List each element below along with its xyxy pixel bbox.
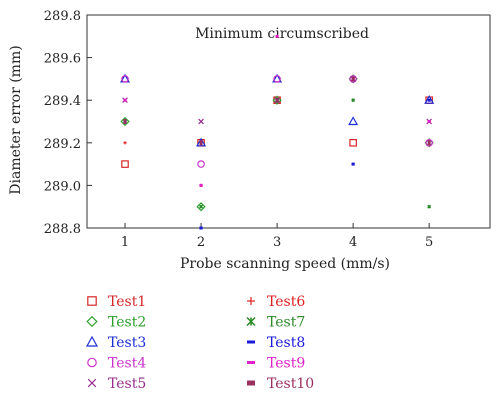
data-point [120, 116, 130, 127]
data-point [121, 75, 129, 83]
legend-label: Test2 [108, 315, 146, 331]
x-tick-label: 4 [349, 235, 357, 250]
legend-marker [247, 297, 255, 305]
data-point [272, 95, 282, 105]
legend-label: Test6 [267, 294, 305, 310]
legend-item: Test4 [87, 356, 146, 372]
legend-marker [247, 340, 255, 344]
y-tick-label: 288.8 [44, 222, 81, 237]
data-point [123, 98, 127, 102]
data-points [119, 34, 435, 230]
data-point [351, 98, 356, 103]
legend-item: Test3 [85, 335, 146, 351]
legend-marker [246, 316, 256, 327]
legend-item: Test2 [86, 315, 146, 331]
x-tick-label: 1 [121, 235, 129, 250]
data-point [348, 116, 359, 126]
chart-title: Minimum circumscribed [195, 26, 369, 42]
data-point [196, 137, 207, 147]
y-tick-label: 289.6 [44, 52, 81, 67]
legend-marker [87, 378, 97, 388]
legend-item: Test10 [247, 376, 314, 392]
data-point [427, 140, 431, 146]
y-axis-label: Diameter error (mm) [8, 45, 24, 194]
legend-marker [87, 357, 97, 368]
data-point [427, 98, 431, 102]
data-point [427, 120, 431, 123]
data-point [275, 34, 279, 38]
data-point [349, 75, 357, 83]
x-tick-label: 3 [273, 235, 281, 250]
legend-item: Test5 [87, 376, 146, 392]
legend-label: Test4 [108, 356, 146, 372]
legend-item: Test1 [87, 294, 146, 310]
data-point [196, 202, 206, 212]
legend-item: Test8 [247, 335, 305, 351]
data-point [427, 204, 432, 209]
y-tick-label: 289.0 [44, 179, 81, 194]
y-tick-label: 289.8 [44, 9, 81, 24]
data-point [351, 162, 355, 166]
y-axis: 288.8 289.0 289.2 289.4 289.6 289.8 [44, 9, 92, 237]
x-tick-label: 2 [197, 235, 205, 250]
x-axis: 1 2 3 4 5 [121, 223, 433, 250]
data-point [275, 97, 279, 103]
legend-marker [87, 296, 97, 306]
legend-label: Test8 [267, 335, 305, 351]
legend-marker [85, 335, 99, 347]
legend-label: Test9 [267, 356, 305, 372]
plot-frame [86, 14, 491, 229]
data-point [425, 139, 433, 147]
legend-marker [247, 380, 255, 386]
data-point [199, 226, 203, 230]
data-point [123, 119, 127, 124]
legend-marker [86, 315, 98, 328]
legend-label: Test5 [108, 376, 146, 392]
x-tick-label: 5 [425, 235, 433, 250]
data-point [123, 141, 127, 145]
data-point [199, 183, 203, 187]
data-point [273, 75, 281, 83]
legend-label: Test3 [108, 335, 146, 351]
data-point [198, 118, 204, 125]
data-point [197, 160, 205, 168]
y-tick-label: 289.4 [44, 94, 81, 109]
data-point [351, 76, 355, 82]
data-point [199, 204, 204, 209]
legend-item: Test7 [246, 315, 305, 331]
legend-label: Test7 [267, 315, 305, 331]
data-point [121, 160, 129, 168]
legend-label: Test1 [108, 294, 146, 310]
x-axis-label: Probe scanning speed (mm/s) [180, 256, 390, 272]
legend-item: Test9 [247, 356, 305, 372]
data-point [199, 140, 203, 146]
data-point [424, 94, 435, 104]
data-point [349, 139, 357, 147]
legend-item: Test6 [247, 294, 305, 310]
legend: Test1 Test2 Test3 Test4 Test5 Test6 Test7 Test8… [85, 294, 314, 392]
y-tick-label: 289.2 [44, 137, 81, 152]
legend-marker [247, 361, 255, 364]
legend-label: Test10 [267, 376, 314, 392]
